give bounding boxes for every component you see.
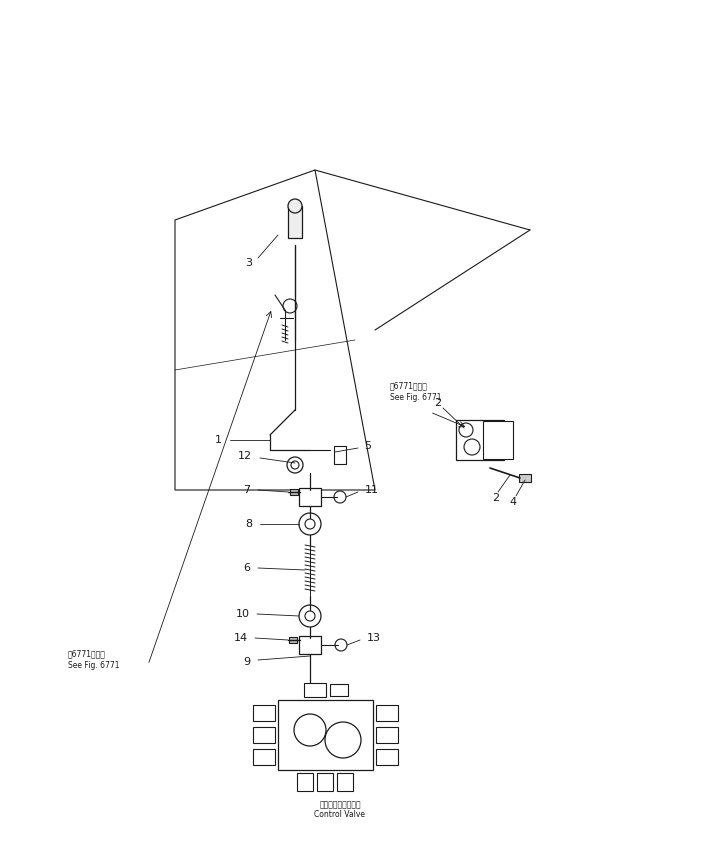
Circle shape [325,722,361,758]
Bar [299,488,321,506]
Circle shape [299,513,321,535]
Bar [288,206,302,238]
Circle shape [334,491,346,503]
Circle shape [291,461,299,469]
Text: 2: 2 [434,398,441,408]
Text: 12: 12 [238,451,252,461]
Circle shape [288,199,302,213]
Circle shape [294,714,326,746]
Text: 2: 2 [492,493,500,503]
Text: 4: 4 [510,497,516,507]
Bar [334,446,346,464]
Bar [376,705,397,721]
Bar [277,700,372,770]
Bar [297,773,313,791]
Bar [317,773,333,791]
Bar [519,474,531,482]
Bar [289,637,297,643]
Circle shape [335,639,347,651]
Circle shape [283,299,297,313]
Bar [299,636,321,654]
Text: コントロールバルブ
Control Valve: コントロールバルブ Control Valve [315,800,366,820]
Circle shape [305,519,315,529]
Bar [253,749,274,765]
Bar [337,773,353,791]
Bar [483,421,513,459]
Circle shape [299,605,321,627]
Text: 第6771図参照
See Fig. 6771: 第6771図参照 See Fig. 6771 [390,382,441,403]
Circle shape [464,439,480,455]
Text: 10: 10 [236,609,250,619]
Text: 5: 5 [364,441,371,451]
Text: 13: 13 [367,633,381,643]
Text: 第6771図参照
See Fig. 6771: 第6771図参照 See Fig. 6771 [68,650,120,670]
Text: 8: 8 [245,519,252,529]
Circle shape [305,611,315,621]
Bar [290,489,298,495]
Circle shape [287,457,303,473]
Text: 9: 9 [243,657,250,667]
Bar [376,749,397,765]
Bar [376,727,397,743]
Text: 11: 11 [365,485,379,495]
Text: 6: 6 [243,563,250,573]
Bar [253,727,274,743]
Circle shape [459,423,473,437]
Text: 7: 7 [243,485,250,495]
Bar [253,705,274,721]
Text: 3: 3 [245,258,252,268]
Bar [304,683,326,697]
Bar [330,684,348,696]
Polygon shape [175,170,375,490]
Text: 14: 14 [234,633,248,643]
Text: 1: 1 [215,435,222,445]
Bar [456,420,504,460]
